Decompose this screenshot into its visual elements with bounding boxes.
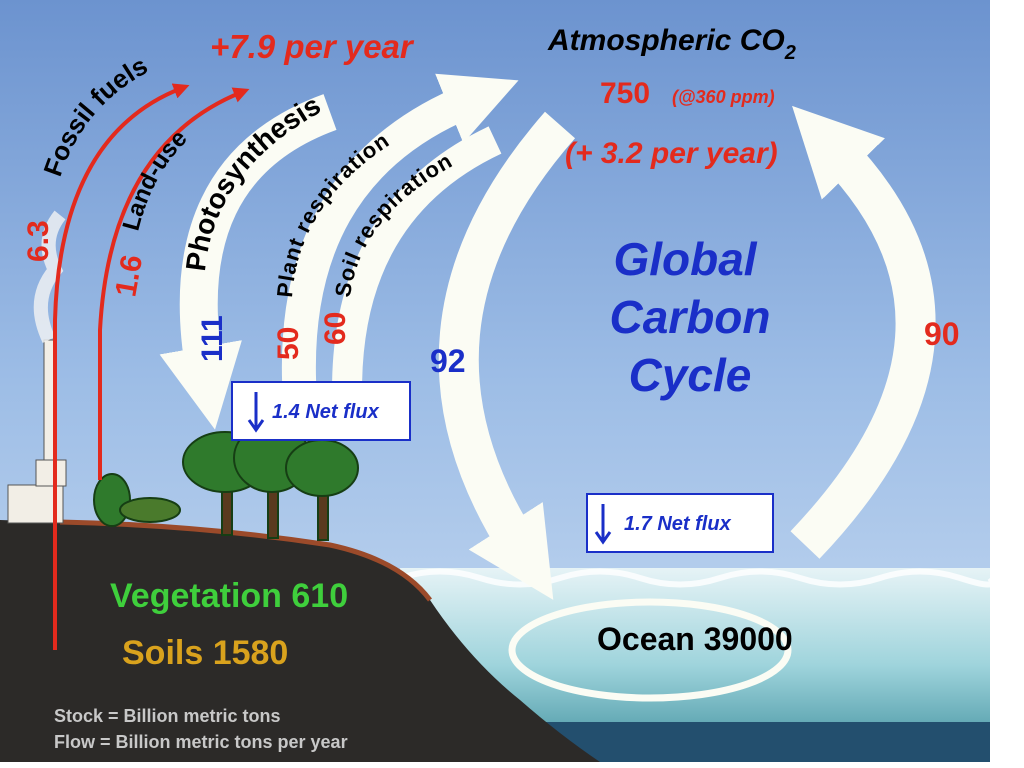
photosynthesis-arrow	[159, 94, 337, 430]
factory	[7, 210, 67, 524]
atmosphere-note: (@360 ppm)	[672, 87, 775, 107]
title-line: Carbon	[610, 291, 771, 343]
ocean-uptake-arrow	[438, 111, 576, 600]
flow-value: 92	[430, 343, 466, 379]
net-flux-label: 1.4 Net flux	[272, 401, 380, 423]
atmosphere-stock: 750	[600, 77, 650, 110]
ocean-release-arrow	[790, 105, 936, 559]
flow-value: 90	[924, 316, 960, 352]
soil-respiration-arrow	[332, 126, 502, 421]
legend-line: Flow = Billion metric tons per year	[54, 732, 348, 752]
net-flux-box	[231, 381, 411, 441]
emissions-total: +7.9 per year	[210, 28, 415, 65]
ocean-stock: Ocean 39000	[597, 621, 793, 657]
atmosphere-title: Atmospheric CO2	[547, 24, 796, 64]
atmosphere-subscript: 2	[784, 42, 796, 64]
title-line: Global	[613, 233, 757, 285]
flow-value: 60	[319, 312, 352, 345]
land-use-arrow	[98, 87, 250, 480]
net-flux-arrow	[594, 504, 612, 545]
ocean-circulation	[508, 598, 792, 702]
net-flux-box	[586, 493, 774, 553]
atmosphere-title-text: Atmospheric CO	[547, 24, 785, 57]
flow-value: 6.3	[22, 220, 55, 262]
atmosphere-change: (+ 3.2 per year)	[565, 137, 778, 170]
legend-line: Stock = Billion metric tons	[54, 706, 281, 726]
soils-stock: Soils 1580	[122, 634, 288, 672]
flow-value: 50	[272, 327, 305, 360]
plant-respiration-arrow	[282, 73, 519, 402]
land	[0, 520, 600, 762]
soil-edge	[59, 519, 432, 602]
fossil-fuel-arrow	[53, 83, 190, 650]
vegetation-stock: Vegetation 610	[110, 577, 348, 615]
net-flux-arrow	[247, 392, 265, 433]
net-flux-label: 1.7 Net flux	[624, 513, 732, 535]
flow-value: 1.6	[109, 252, 149, 299]
flow-value: 111	[196, 315, 229, 362]
title-line: Cycle	[629, 349, 752, 401]
